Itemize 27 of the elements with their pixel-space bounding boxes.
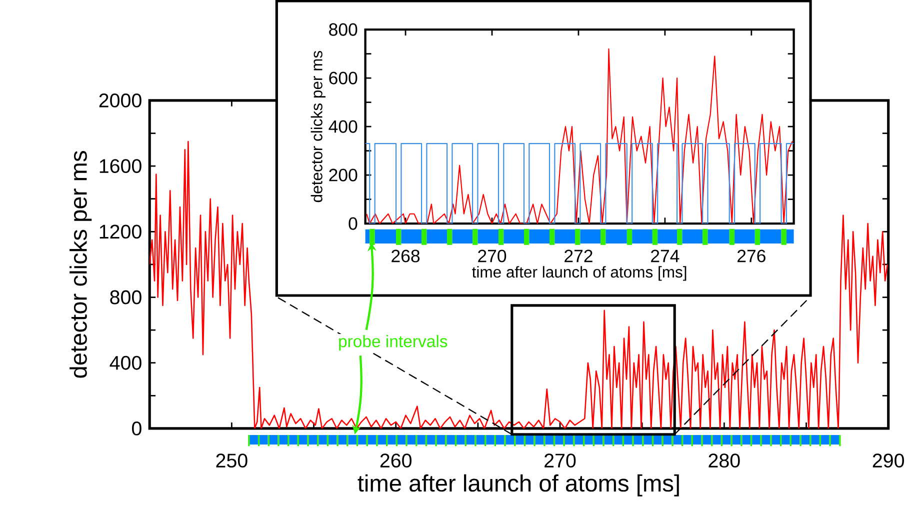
y-tick-label: 800 <box>110 290 142 304</box>
x-axis-title: time after launch of atoms [ms] <box>358 474 679 496</box>
x-axis-title: time after launch of atoms [ms] <box>472 266 686 281</box>
y-tick-label: 1200 <box>100 224 142 239</box>
y-tick-label: 1600 <box>100 159 142 174</box>
x-tick-label: 280 <box>708 454 740 468</box>
x-tick-label: 274 <box>651 250 680 262</box>
x-tick-label: 250 <box>216 454 248 468</box>
y-tick-label: 800 <box>329 23 358 36</box>
y-tick-label: 200 <box>329 168 358 182</box>
y-axis-title: detector clicks per ms <box>310 50 326 202</box>
x-tick-label: 260 <box>380 454 412 468</box>
x-tick-label: 270 <box>544 454 576 468</box>
y-tick-label: 2000 <box>99 93 142 108</box>
y-tick-label: 0 <box>348 217 358 230</box>
y-axis-title: detector clicks per ms <box>70 151 92 378</box>
x-tick-label: 270 <box>478 250 506 262</box>
x-tick-label: 290 <box>872 454 904 468</box>
x-tick-label: 272 <box>564 250 592 262</box>
y-tick-label: 0 <box>132 421 142 436</box>
y-tick-label: 400 <box>328 120 358 133</box>
x-tick-label: 276 <box>738 250 766 262</box>
annotation: probe intervals <box>339 334 448 351</box>
line-series <box>366 48 794 224</box>
x-tick-label: 268 <box>392 250 420 262</box>
y-tick-label: 400 <box>110 356 142 370</box>
y-tick-label: 600 <box>329 72 358 84</box>
